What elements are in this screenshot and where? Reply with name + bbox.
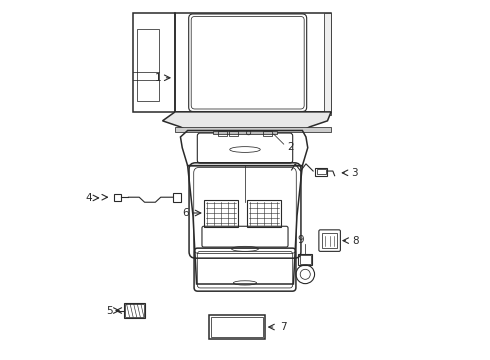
Bar [322, 233, 337, 248]
Bar [175, 127, 331, 132]
Bar [175, 13, 331, 112]
Text: 8: 8 [353, 235, 359, 246]
Text: 9: 9 [297, 234, 303, 244]
Text: 5: 5 [106, 306, 113, 315]
Bar [204, 200, 238, 226]
Bar [125, 304, 144, 317]
Bar [315, 168, 327, 176]
Bar [263, 131, 272, 136]
Bar [175, 111, 331, 116]
Bar [317, 169, 326, 174]
Bar [218, 131, 227, 136]
Text: 3: 3 [351, 168, 357, 178]
Bar [211, 317, 263, 337]
Bar [298, 254, 313, 265]
Bar [124, 303, 145, 318]
Text: 7: 7 [280, 322, 287, 332]
Bar [209, 315, 265, 338]
Polygon shape [163, 112, 331, 131]
Bar [299, 255, 311, 264]
Bar [213, 131, 277, 134]
Text: 6: 6 [182, 208, 189, 218]
Text: 2: 2 [287, 142, 294, 152]
Bar [229, 131, 238, 136]
Bar [324, 13, 331, 112]
Bar [247, 200, 281, 226]
Text: 1: 1 [155, 73, 162, 83]
Bar [114, 194, 121, 201]
Bar [137, 30, 159, 101]
Bar [173, 193, 181, 202]
Text: 4: 4 [86, 193, 92, 203]
Bar [133, 13, 175, 112]
